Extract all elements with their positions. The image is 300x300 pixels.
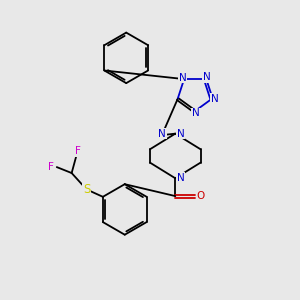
Text: N: N xyxy=(192,108,200,118)
Text: N: N xyxy=(179,73,187,82)
Text: O: O xyxy=(196,191,205,201)
Text: N: N xyxy=(177,173,184,183)
Text: N: N xyxy=(203,72,210,82)
Text: N: N xyxy=(158,129,166,139)
Text: N: N xyxy=(177,129,184,139)
Text: F: F xyxy=(75,146,80,156)
Text: N: N xyxy=(211,94,219,104)
Text: F: F xyxy=(48,162,54,172)
Text: S: S xyxy=(83,183,90,196)
